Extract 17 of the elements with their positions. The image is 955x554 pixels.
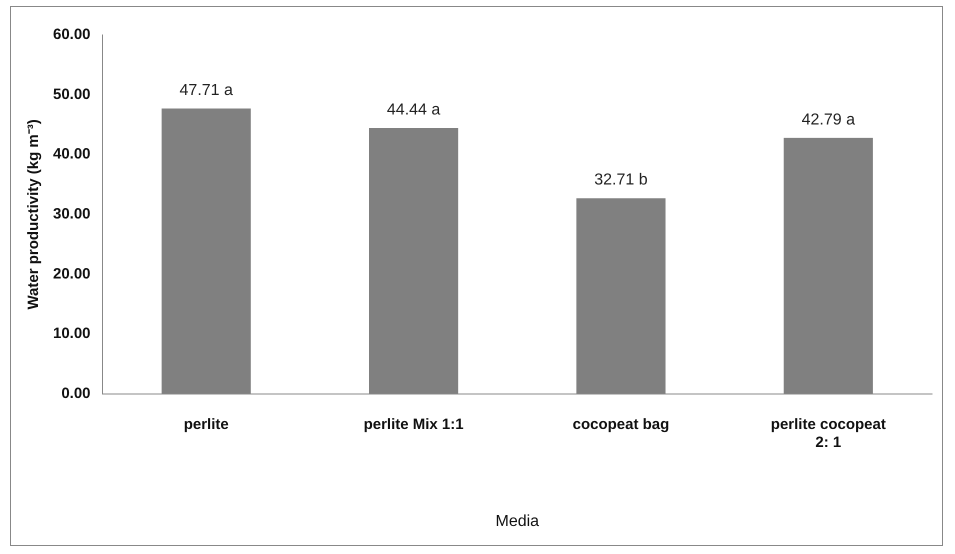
y-tick-label: 60.00 [52,26,91,44]
x-tick-label: perlite cocopeat 2: 1 [770,416,886,451]
y-axis-title: Water productivity (kg m⁻³) [25,119,42,310]
data-label: 47.71 a [180,82,234,99]
y-tick-label: 20.00 [52,265,91,282]
y-tick-label: 50.00 [52,86,91,103]
y-tick-label: 40.00 [52,146,91,163]
x-axis-title: Media [495,512,540,530]
data-label: 44.44 a [386,101,440,118]
y-tick-label: 0.00 [61,384,91,402]
x-tick-label: perlite [184,416,229,433]
x-tick-label: cocopeat bag [572,416,670,433]
x-tick-label: perlite Mix 1:1 [364,416,464,433]
data-label: 42.79 a [802,111,856,128]
y-tick-label: 10.00 [52,325,91,342]
y-tick-label: 30.00 [52,206,91,223]
data-label: 32.71 b [594,172,648,189]
